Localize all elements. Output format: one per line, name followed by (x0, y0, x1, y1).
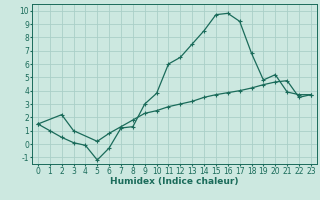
X-axis label: Humidex (Indice chaleur): Humidex (Indice chaleur) (110, 177, 239, 186)
